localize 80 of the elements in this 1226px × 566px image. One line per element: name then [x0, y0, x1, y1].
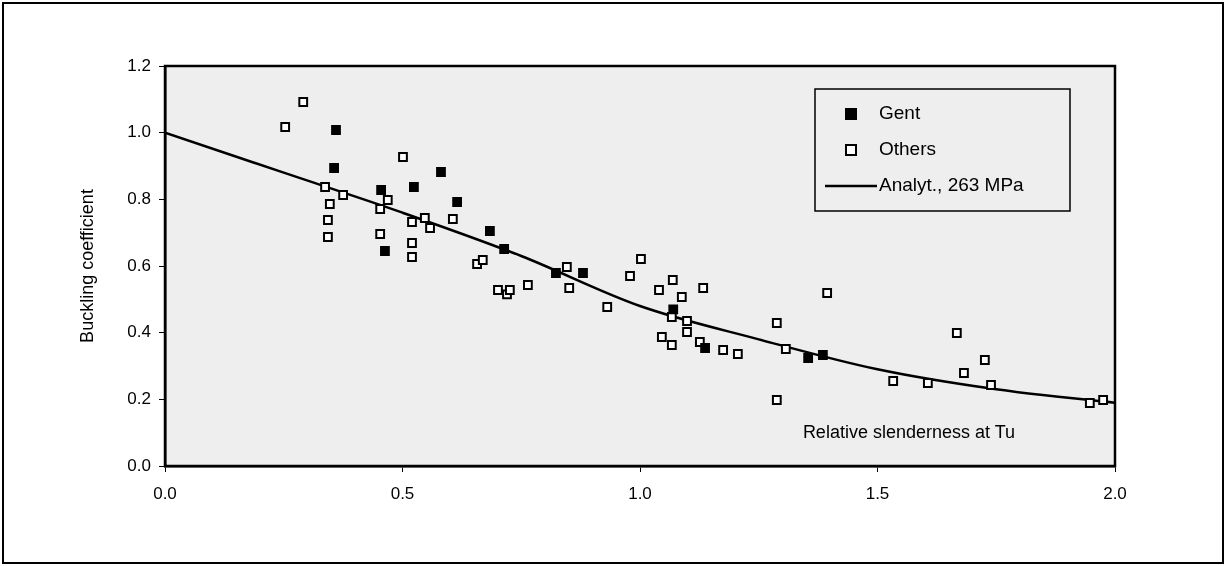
point [485, 226, 495, 236]
point [499, 244, 510, 254]
point [803, 353, 814, 363]
point [407, 252, 417, 262]
x-tick-label: 2.0 [1103, 483, 1127, 503]
point [718, 345, 729, 355]
point [320, 182, 330, 192]
point [329, 163, 339, 173]
point [654, 285, 664, 295]
point [436, 167, 446, 177]
point [564, 283, 575, 293]
point [323, 215, 333, 225]
point [951, 328, 962, 338]
point [625, 271, 635, 281]
point [682, 316, 692, 326]
point [280, 122, 291, 132]
y-tick-label: 0.4 [127, 322, 151, 342]
point [375, 229, 386, 239]
point [425, 223, 435, 233]
point [398, 152, 408, 162]
point [979, 355, 990, 365]
point [817, 350, 828, 360]
point [682, 327, 692, 337]
legend-label: Analyt., 263 MPa [879, 174, 1025, 196]
point [1084, 398, 1095, 408]
legend-label: Gent [879, 102, 921, 124]
point [771, 395, 782, 405]
point [452, 197, 463, 207]
point [493, 285, 503, 295]
point [338, 190, 349, 200]
point [922, 378, 933, 388]
point [667, 275, 678, 285]
point [323, 232, 333, 242]
point [331, 125, 341, 135]
x-tick-label: 0.0 [153, 483, 177, 503]
point [732, 349, 743, 359]
point [407, 238, 417, 248]
y-axis-title: Buckling coefficient [76, 189, 97, 343]
y-tick-label: 0.6 [127, 255, 151, 275]
y-tick-label: 0.0 [127, 455, 151, 475]
point [375, 204, 386, 214]
point [324, 199, 335, 209]
point [780, 344, 791, 354]
y-tick-label: 0.8 [127, 189, 151, 209]
point [698, 283, 709, 293]
point [382, 195, 393, 205]
point [419, 213, 430, 223]
point [771, 318, 782, 328]
point [1098, 395, 1109, 405]
point [561, 262, 572, 272]
point [959, 368, 969, 378]
point [523, 280, 533, 290]
point [636, 254, 646, 264]
point [602, 302, 613, 312]
x-tick-label: 1.0 [628, 483, 652, 503]
point [447, 214, 458, 224]
point [700, 343, 710, 353]
legend-label: Others [879, 138, 937, 160]
point [986, 380, 996, 390]
point [656, 332, 667, 342]
point [380, 246, 390, 256]
point [676, 292, 687, 302]
x-tick-label: 1.5 [865, 483, 890, 503]
y-tick-label: 1.0 [127, 122, 151, 142]
x-tick-label: 0.5 [390, 483, 415, 503]
point [477, 255, 488, 265]
point [298, 97, 309, 107]
x-axis-title: Relative slenderness at Tu [802, 422, 1015, 442]
point [888, 376, 899, 386]
point [504, 285, 515, 295]
point [666, 340, 677, 350]
point [407, 217, 417, 227]
y-tick-label: 0.2 [127, 389, 151, 409]
point [409, 182, 419, 192]
point [551, 268, 561, 278]
point [822, 288, 833, 298]
point [376, 185, 387, 195]
point [668, 304, 679, 315]
y-tick-label: 1.2 [127, 55, 151, 75]
point [578, 268, 588, 278]
